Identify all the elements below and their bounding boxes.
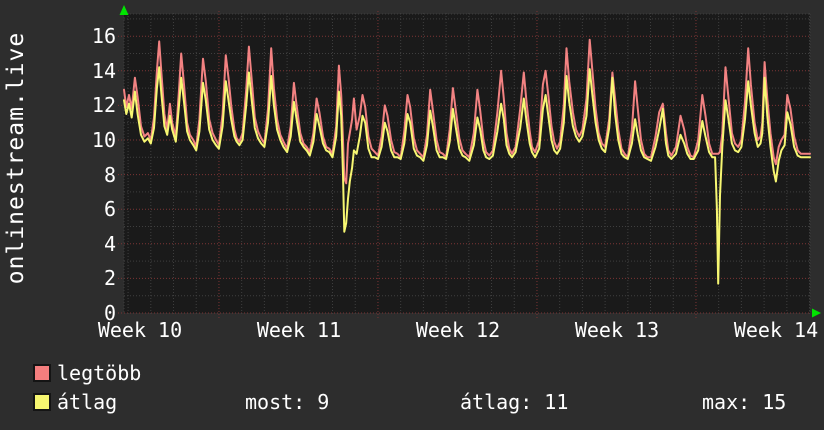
legend-swatch-legtobb-icon bbox=[33, 364, 51, 382]
legend-label-legtobb: legtöbb bbox=[57, 361, 142, 385]
x-tick-label: Week 13 bbox=[574, 318, 660, 342]
y-tick-label: 6 bbox=[103, 197, 116, 222]
y-tick-label: 0 bbox=[103, 301, 116, 325]
x-axis-arrow-icon bbox=[812, 308, 821, 318]
x-tick-label: Week 11 bbox=[256, 318, 342, 342]
chart-canvas bbox=[118, 5, 821, 318]
y-tick-label: 4 bbox=[103, 231, 116, 256]
series-legtobb-line bbox=[123, 38, 811, 185]
y-tick-label: 2 bbox=[103, 266, 116, 291]
y-axis-arrow-icon bbox=[119, 5, 129, 15]
y-tick-label: 8 bbox=[103, 162, 116, 187]
series-atlag-line bbox=[123, 66, 811, 285]
x-tick-label: Week 14 bbox=[733, 318, 819, 342]
legend-swatch-atlag-icon bbox=[33, 393, 51, 411]
legend-label-atlag: átlag bbox=[57, 390, 118, 414]
stat-atlag: átlag: 11 bbox=[460, 390, 569, 414]
y-tick-label: 10 bbox=[91, 128, 116, 152]
x-tick-label: Week 12 bbox=[415, 318, 501, 342]
x-tick-label: Week 10 bbox=[97, 318, 183, 342]
y-tick-label: 12 bbox=[91, 93, 116, 118]
y-tick-label: 14 bbox=[91, 58, 116, 83]
y-tick-label: 16 bbox=[91, 24, 116, 49]
stat-max: max: 15 bbox=[702, 390, 787, 414]
stat-most: most: 9 bbox=[245, 390, 330, 414]
